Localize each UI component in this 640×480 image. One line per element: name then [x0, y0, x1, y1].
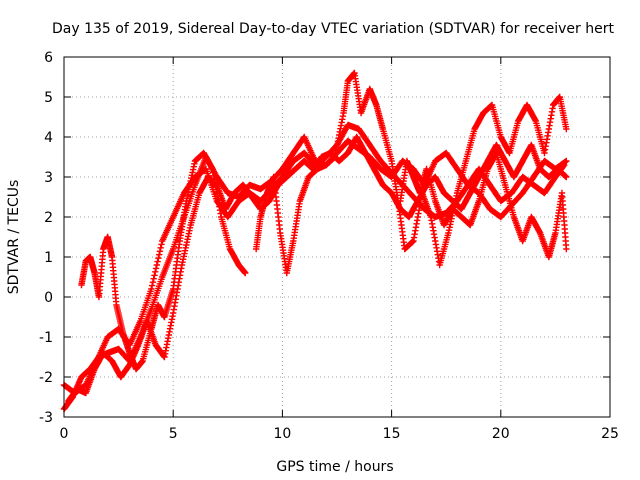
data-point [153, 261, 161, 269]
y-axis-title: SDTVAR / TECUs [6, 180, 22, 295]
x-axis-title: GPS time / hours [276, 459, 393, 475]
x-tick-label: 25 [601, 426, 619, 442]
data-point [158, 241, 165, 248]
data-marks [60, 69, 570, 413]
y-tick-label: 3 [44, 170, 53, 186]
y-tick-label: -3 [39, 410, 53, 426]
data-point [149, 278, 157, 286]
axis-ticks: 0 5 10 15 20 25 -3 -2 -1 0 1 2 3 4 5 6 [39, 50, 619, 442]
x-tick-label: 0 [60, 426, 69, 442]
data-point [563, 157, 570, 165]
series-sat-c [78, 149, 249, 373]
chart-title: Day 135 of 2019, Sidereal Day-to-day VTE… [52, 21, 614, 37]
data-point [242, 269, 249, 277]
data-point [148, 285, 155, 293]
data-point [150, 275, 157, 282]
y-tick-label: 4 [44, 130, 53, 146]
series-sat-f [65, 133, 570, 405]
grid-lines [64, 57, 610, 417]
data-point [154, 258, 161, 265]
y-tick-label: -1 [39, 330, 53, 346]
data-point [151, 272, 158, 279]
plot-frame [63, 56, 611, 418]
data-point [156, 248, 164, 255]
x-tick-label: 5 [169, 426, 178, 442]
y-tick-label: 5 [44, 90, 53, 106]
data-point [155, 251, 163, 258]
data-point [563, 173, 570, 181]
data-point [152, 268, 159, 276]
x-tick-label: 10 [273, 426, 291, 442]
y-tick-label: 6 [44, 50, 53, 66]
data-point [148, 282, 156, 289]
data-point [152, 265, 160, 272]
y-tick-label: -2 [39, 370, 53, 386]
data-point [563, 125, 570, 133]
data-point [157, 244, 164, 252]
y-tick-label: 2 [44, 210, 53, 226]
y-tick-label: 1 [44, 250, 53, 266]
y-tick-label: 0 [44, 290, 53, 306]
data-point [563, 245, 570, 253]
x-tick-label: 15 [383, 426, 401, 442]
x-tick-label: 20 [492, 426, 510, 442]
data-point [155, 254, 162, 262]
